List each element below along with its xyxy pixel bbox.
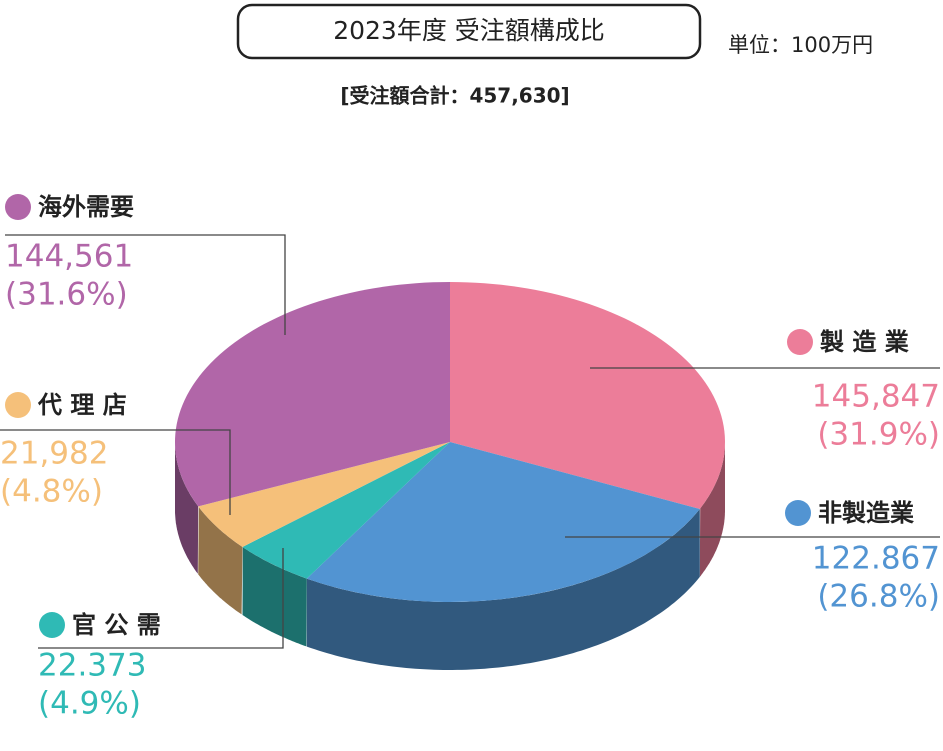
category-label: 非製造業 xyxy=(818,499,914,527)
percent-label: (4.9%) xyxy=(38,686,141,722)
pie-side xyxy=(306,508,700,670)
percent-label: (31.9%) xyxy=(817,417,940,453)
legend-dot xyxy=(5,392,31,418)
percent-label: (26.8%) xyxy=(817,579,940,615)
pie-slice xyxy=(242,442,450,579)
value-label: 145,847 xyxy=(812,379,940,415)
value-label: 122.867 xyxy=(812,541,940,577)
legend-dot xyxy=(39,612,65,638)
category-label: 代 理 店 xyxy=(37,391,127,419)
category-label: 海外需要 xyxy=(38,193,134,221)
unit-label: 単位：100万円 xyxy=(728,33,873,57)
pie-slice xyxy=(198,442,450,547)
value-label: 144,561 xyxy=(5,239,133,275)
category-label: 製 造 業 xyxy=(820,328,909,356)
pie-slice xyxy=(450,282,725,509)
pie-side xyxy=(242,547,307,647)
leader-line xyxy=(38,548,284,649)
legend-dot xyxy=(787,329,813,355)
value-label: 22.373 xyxy=(38,648,146,684)
subtitle: [受注額合計：457,630] xyxy=(340,84,569,108)
pie-side xyxy=(175,442,199,574)
percent-label: (31.6%) xyxy=(5,277,128,313)
chart-title: 2023年度 受注額構成比 xyxy=(333,16,605,45)
pie-slice xyxy=(306,442,700,602)
pie-side xyxy=(198,507,243,615)
value-label: 21,982 xyxy=(0,436,108,472)
leader-line xyxy=(0,429,231,515)
pie-slice xyxy=(175,282,451,507)
legend-dot xyxy=(5,194,31,220)
legend-dot xyxy=(785,500,811,526)
category-label: 官 公 需 xyxy=(72,611,161,639)
pie-side xyxy=(699,442,725,577)
title-box xyxy=(236,3,702,60)
leader-line xyxy=(5,234,286,335)
percent-label: (4.8%) xyxy=(0,474,103,510)
